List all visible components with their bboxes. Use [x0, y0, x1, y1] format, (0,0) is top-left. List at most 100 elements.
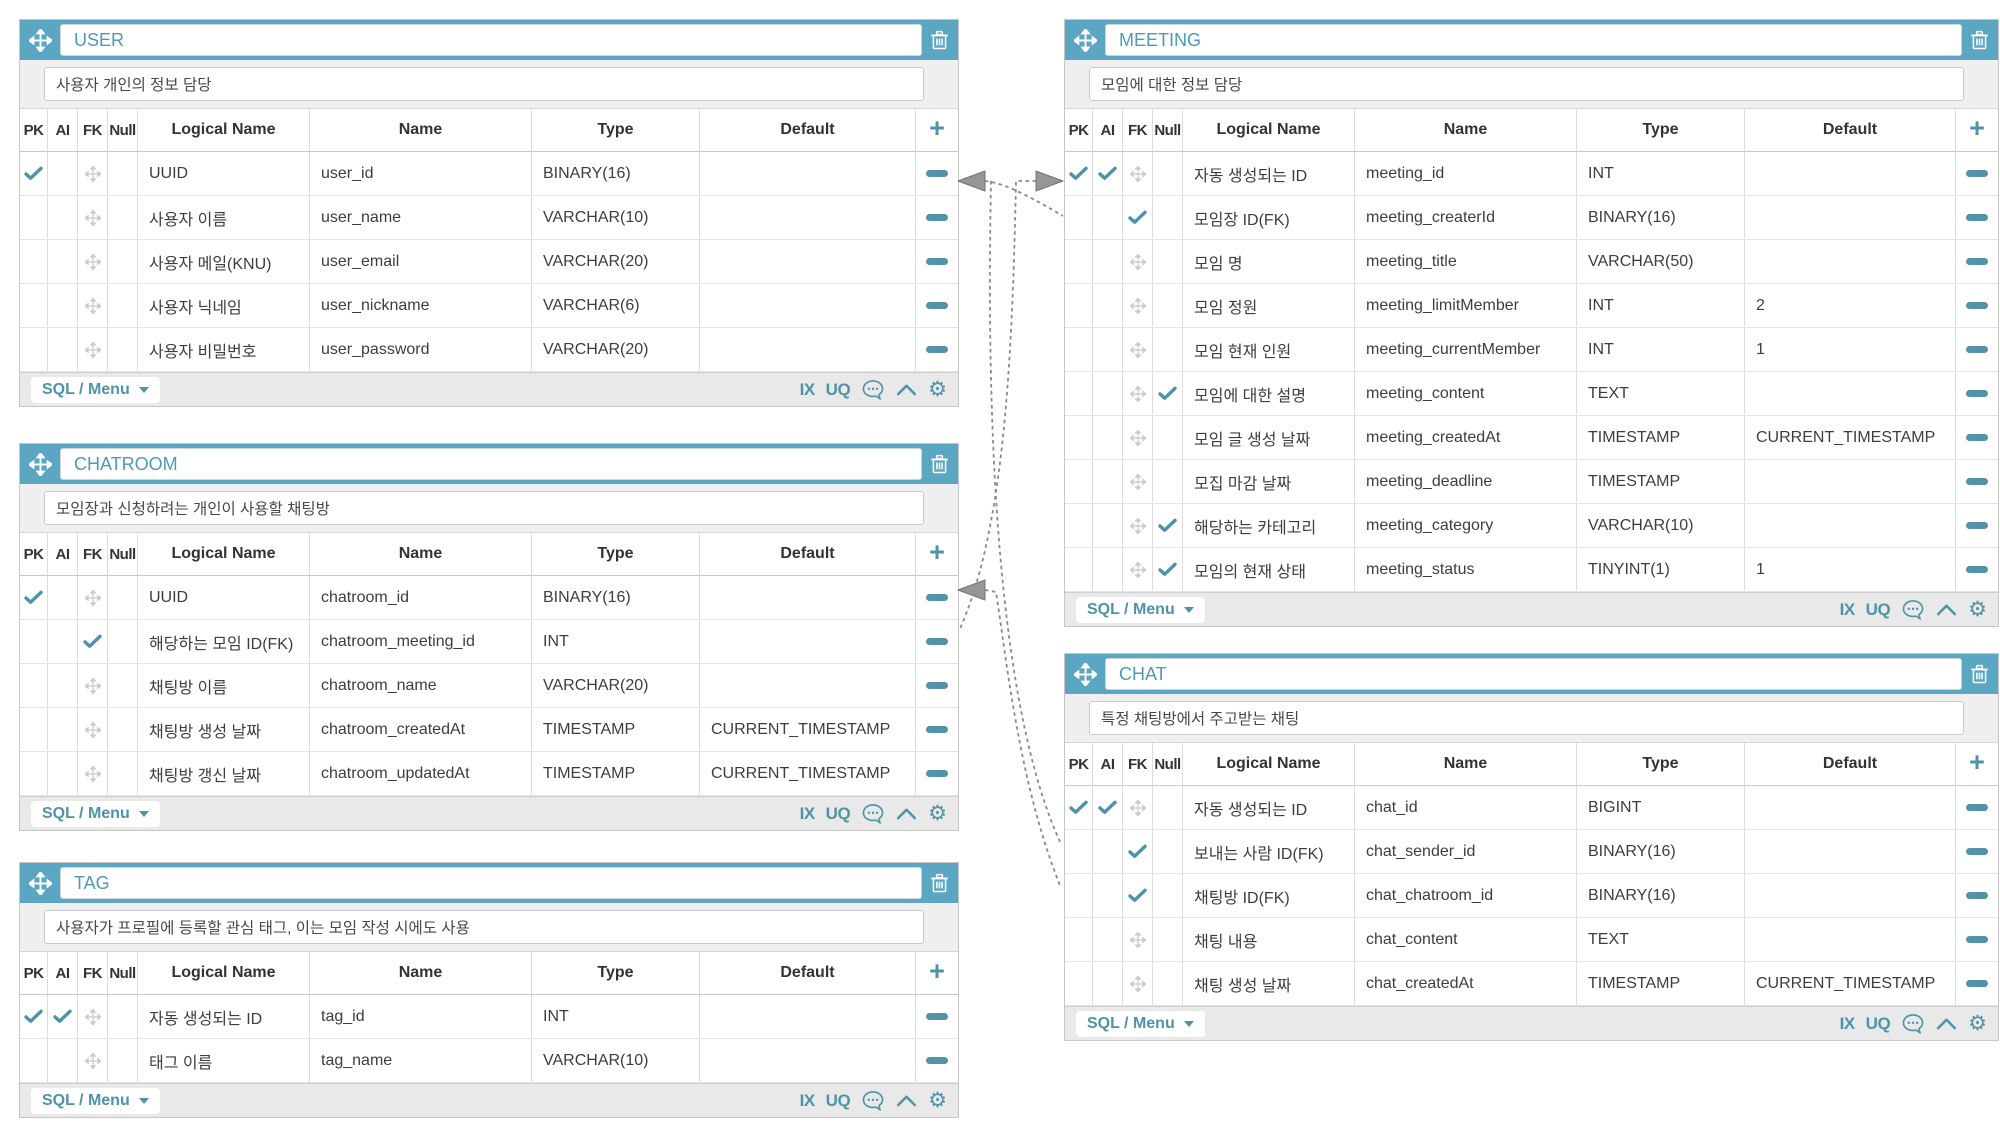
name-cell[interactable]: chatroom_name	[310, 664, 532, 707]
type-cell[interactable]: BINARY(16)	[532, 152, 700, 195]
remove-column-button[interactable]	[1966, 936, 1988, 943]
drag-column-icon[interactable]	[1129, 341, 1146, 358]
name-cell[interactable]: user_password	[310, 328, 532, 371]
default-cell[interactable]	[700, 620, 916, 663]
name-cell[interactable]: chat_chatroom_id	[1355, 874, 1577, 917]
name-cell[interactable]: meeting_deadline	[1355, 460, 1577, 503]
default-cell[interactable]: CURRENT_TIMESTAMP	[1745, 416, 1956, 459]
type-cell[interactable]: TIMESTAMP	[1577, 460, 1745, 503]
sql-menu-button[interactable]: SQL / Menu	[1076, 596, 1205, 623]
remove-column-button[interactable]	[1966, 478, 1988, 485]
default-cell[interactable]	[1745, 504, 1956, 547]
remove-column-button[interactable]	[1966, 434, 1988, 441]
default-cell[interactable]	[1745, 786, 1956, 829]
logical-name-cell[interactable]: 태그 이름	[138, 1039, 310, 1082]
default-cell[interactable]	[700, 1039, 916, 1082]
default-cell[interactable]	[1745, 240, 1956, 283]
type-cell[interactable]: TEXT	[1577, 372, 1745, 415]
drag-column-icon[interactable]	[84, 677, 101, 694]
comment-icon[interactable]	[1901, 599, 1925, 620]
default-cell[interactable]	[700, 240, 916, 283]
collapse-icon[interactable]	[1936, 1017, 1957, 1030]
type-cell[interactable]: VARCHAR(10)	[1577, 504, 1745, 547]
add-column-button[interactable]: +	[1969, 113, 1985, 143]
comment-icon[interactable]	[1901, 1013, 1925, 1034]
delete-table-icon[interactable]	[930, 453, 949, 475]
table-name-input[interactable]: CHATROOM	[60, 448, 922, 480]
drag-column-icon[interactable]	[84, 209, 101, 226]
drag-column-icon[interactable]	[1129, 561, 1146, 578]
delete-table-icon[interactable]	[930, 29, 949, 51]
default-cell[interactable]: CURRENT_TIMESTAMP	[700, 752, 916, 795]
name-cell[interactable]: meeting_limitMember	[1355, 284, 1577, 327]
name-cell[interactable]: meeting_status	[1355, 548, 1577, 591]
default-cell[interactable]	[700, 664, 916, 707]
logical-name-cell[interactable]: 사용자 비밀번호	[138, 328, 310, 371]
sql-menu-button[interactable]: SQL / Menu	[31, 1087, 160, 1114]
logical-name-cell[interactable]: 모집 마감 날짜	[1183, 460, 1355, 503]
remove-column-button[interactable]	[926, 682, 948, 689]
drag-column-icon[interactable]	[1129, 165, 1146, 182]
logical-name-cell[interactable]: 채팅방 ID(FK)	[1183, 874, 1355, 917]
type-cell[interactable]: INT	[532, 995, 700, 1038]
default-cell[interactable]	[1745, 918, 1956, 961]
drag-column-icon[interactable]	[1129, 385, 1146, 402]
default-cell[interactable]	[1745, 460, 1956, 503]
drag-column-icon[interactable]	[84, 1008, 101, 1025]
name-cell[interactable]: meeting_title	[1355, 240, 1577, 283]
index-button[interactable]: IX	[799, 803, 816, 823]
remove-column-button[interactable]	[1966, 566, 1988, 573]
delete-table-icon[interactable]	[930, 872, 949, 894]
type-cell[interactable]: BINARY(16)	[1577, 830, 1745, 873]
table-comment-input[interactable]: 특정 채팅방에서 주고받는 채팅	[1089, 701, 1964, 735]
comment-icon[interactable]	[861, 1090, 885, 1111]
name-cell[interactable]: meeting_createrId	[1355, 196, 1577, 239]
type-cell[interactable]: VARCHAR(20)	[532, 240, 700, 283]
name-cell[interactable]: chat_content	[1355, 918, 1577, 961]
logical-name-cell[interactable]: UUID	[138, 576, 310, 619]
type-cell[interactable]: INT	[1577, 152, 1745, 195]
table-name-input[interactable]: TAG	[60, 867, 922, 899]
unique-button[interactable]: UQ	[1865, 1013, 1891, 1033]
move-table-icon[interactable]	[29, 452, 52, 476]
remove-column-button[interactable]	[1966, 170, 1988, 177]
name-cell[interactable]: user_nickname	[310, 284, 532, 327]
remove-column-button[interactable]	[926, 258, 948, 265]
drag-column-icon[interactable]	[1129, 931, 1146, 948]
default-cell[interactable]: CURRENT_TIMESTAMP	[1745, 962, 1956, 1005]
default-cell[interactable]	[1745, 196, 1956, 239]
type-cell[interactable]: TIMESTAMP	[1577, 962, 1745, 1005]
index-button[interactable]: IX	[1839, 1013, 1856, 1033]
name-cell[interactable]: chat_id	[1355, 786, 1577, 829]
drag-column-icon[interactable]	[1129, 473, 1146, 490]
name-cell[interactable]: chatroom_createdAt	[310, 708, 532, 751]
default-cell[interactable]: 1	[1745, 328, 1956, 371]
default-cell[interactable]: 2	[1745, 284, 1956, 327]
logical-name-cell[interactable]: 보내는 사람 ID(FK)	[1183, 830, 1355, 873]
collapse-icon[interactable]	[896, 807, 917, 820]
name-cell[interactable]: tag_id	[310, 995, 532, 1038]
logical-name-cell[interactable]: 채팅방 생성 날짜	[138, 708, 310, 751]
name-cell[interactable]: meeting_id	[1355, 152, 1577, 195]
type-cell[interactable]: BINARY(16)	[532, 576, 700, 619]
name-cell[interactable]: user_id	[310, 152, 532, 195]
logical-name-cell[interactable]: 모임 현재 인원	[1183, 328, 1355, 371]
table-comment-input[interactable]: 모임에 대한 정보 담당	[1089, 67, 1964, 101]
default-cell[interactable]: 1	[1745, 548, 1956, 591]
logical-name-cell[interactable]: 채팅방 이름	[138, 664, 310, 707]
type-cell[interactable]: VARCHAR(10)	[532, 196, 700, 239]
delete-table-icon[interactable]	[1970, 29, 1989, 51]
table-comment-input[interactable]: 사용자가 프로필에 등록할 관심 태그, 이는 모임 작성 시에도 사용	[44, 910, 924, 944]
logical-name-cell[interactable]: 자동 생성되는 ID	[138, 995, 310, 1038]
name-cell[interactable]: chat_sender_id	[1355, 830, 1577, 873]
remove-column-button[interactable]	[1966, 848, 1988, 855]
name-cell[interactable]: meeting_category	[1355, 504, 1577, 547]
remove-column-button[interactable]	[926, 726, 948, 733]
default-cell[interactable]	[1745, 830, 1956, 873]
unique-button[interactable]: UQ	[825, 379, 851, 399]
type-cell[interactable]: INT	[1577, 284, 1745, 327]
index-button[interactable]: IX	[1839, 599, 1856, 619]
remove-column-button[interactable]	[926, 1057, 948, 1064]
type-cell[interactable]: VARCHAR(6)	[532, 284, 700, 327]
